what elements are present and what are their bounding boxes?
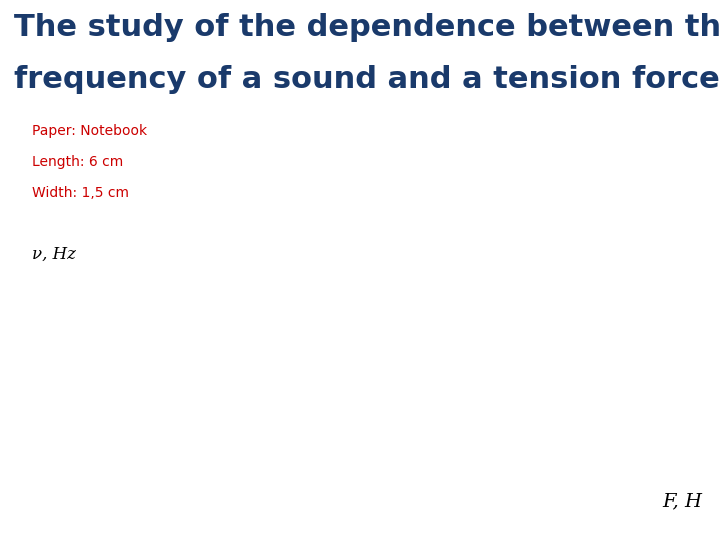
Point — [411, 326, 423, 334]
Point — [587, 281, 598, 290]
Text: ν, Hz: ν, Hz — [32, 246, 76, 262]
Text: The study of the dependence between the: The study of the dependence between the — [14, 14, 720, 43]
Point — [147, 387, 158, 395]
Text: Paper: Notebook: Paper: Notebook — [32, 124, 148, 138]
Text: Width: 1,5 cm: Width: 1,5 cm — [32, 186, 130, 200]
Text: F, H: F, H — [662, 492, 702, 510]
Text: Length: 6 cm: Length: 6 cm — [32, 155, 124, 169]
Text: frequency of a sound and a tension force: frequency of a sound and a tension force — [14, 65, 720, 94]
Point — [235, 385, 246, 394]
Point — [323, 361, 334, 369]
Point — [499, 306, 510, 315]
